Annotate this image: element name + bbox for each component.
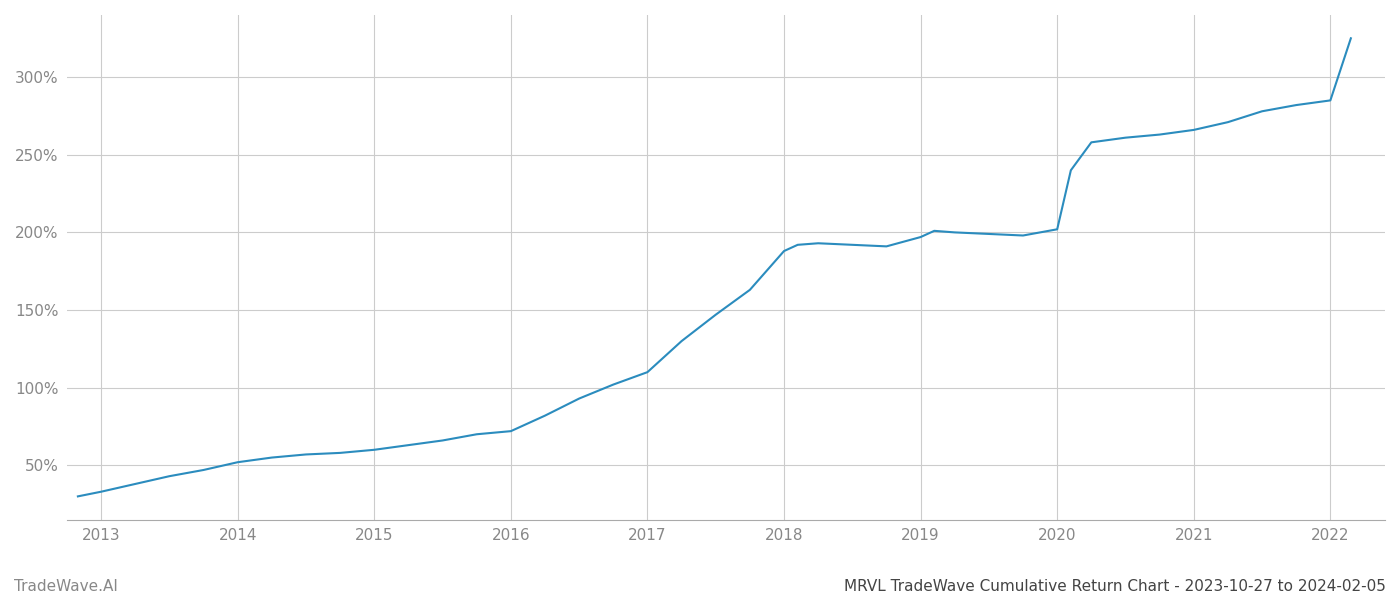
- Text: TradeWave.AI: TradeWave.AI: [14, 579, 118, 594]
- Text: MRVL TradeWave Cumulative Return Chart - 2023-10-27 to 2024-02-05: MRVL TradeWave Cumulative Return Chart -…: [844, 579, 1386, 594]
